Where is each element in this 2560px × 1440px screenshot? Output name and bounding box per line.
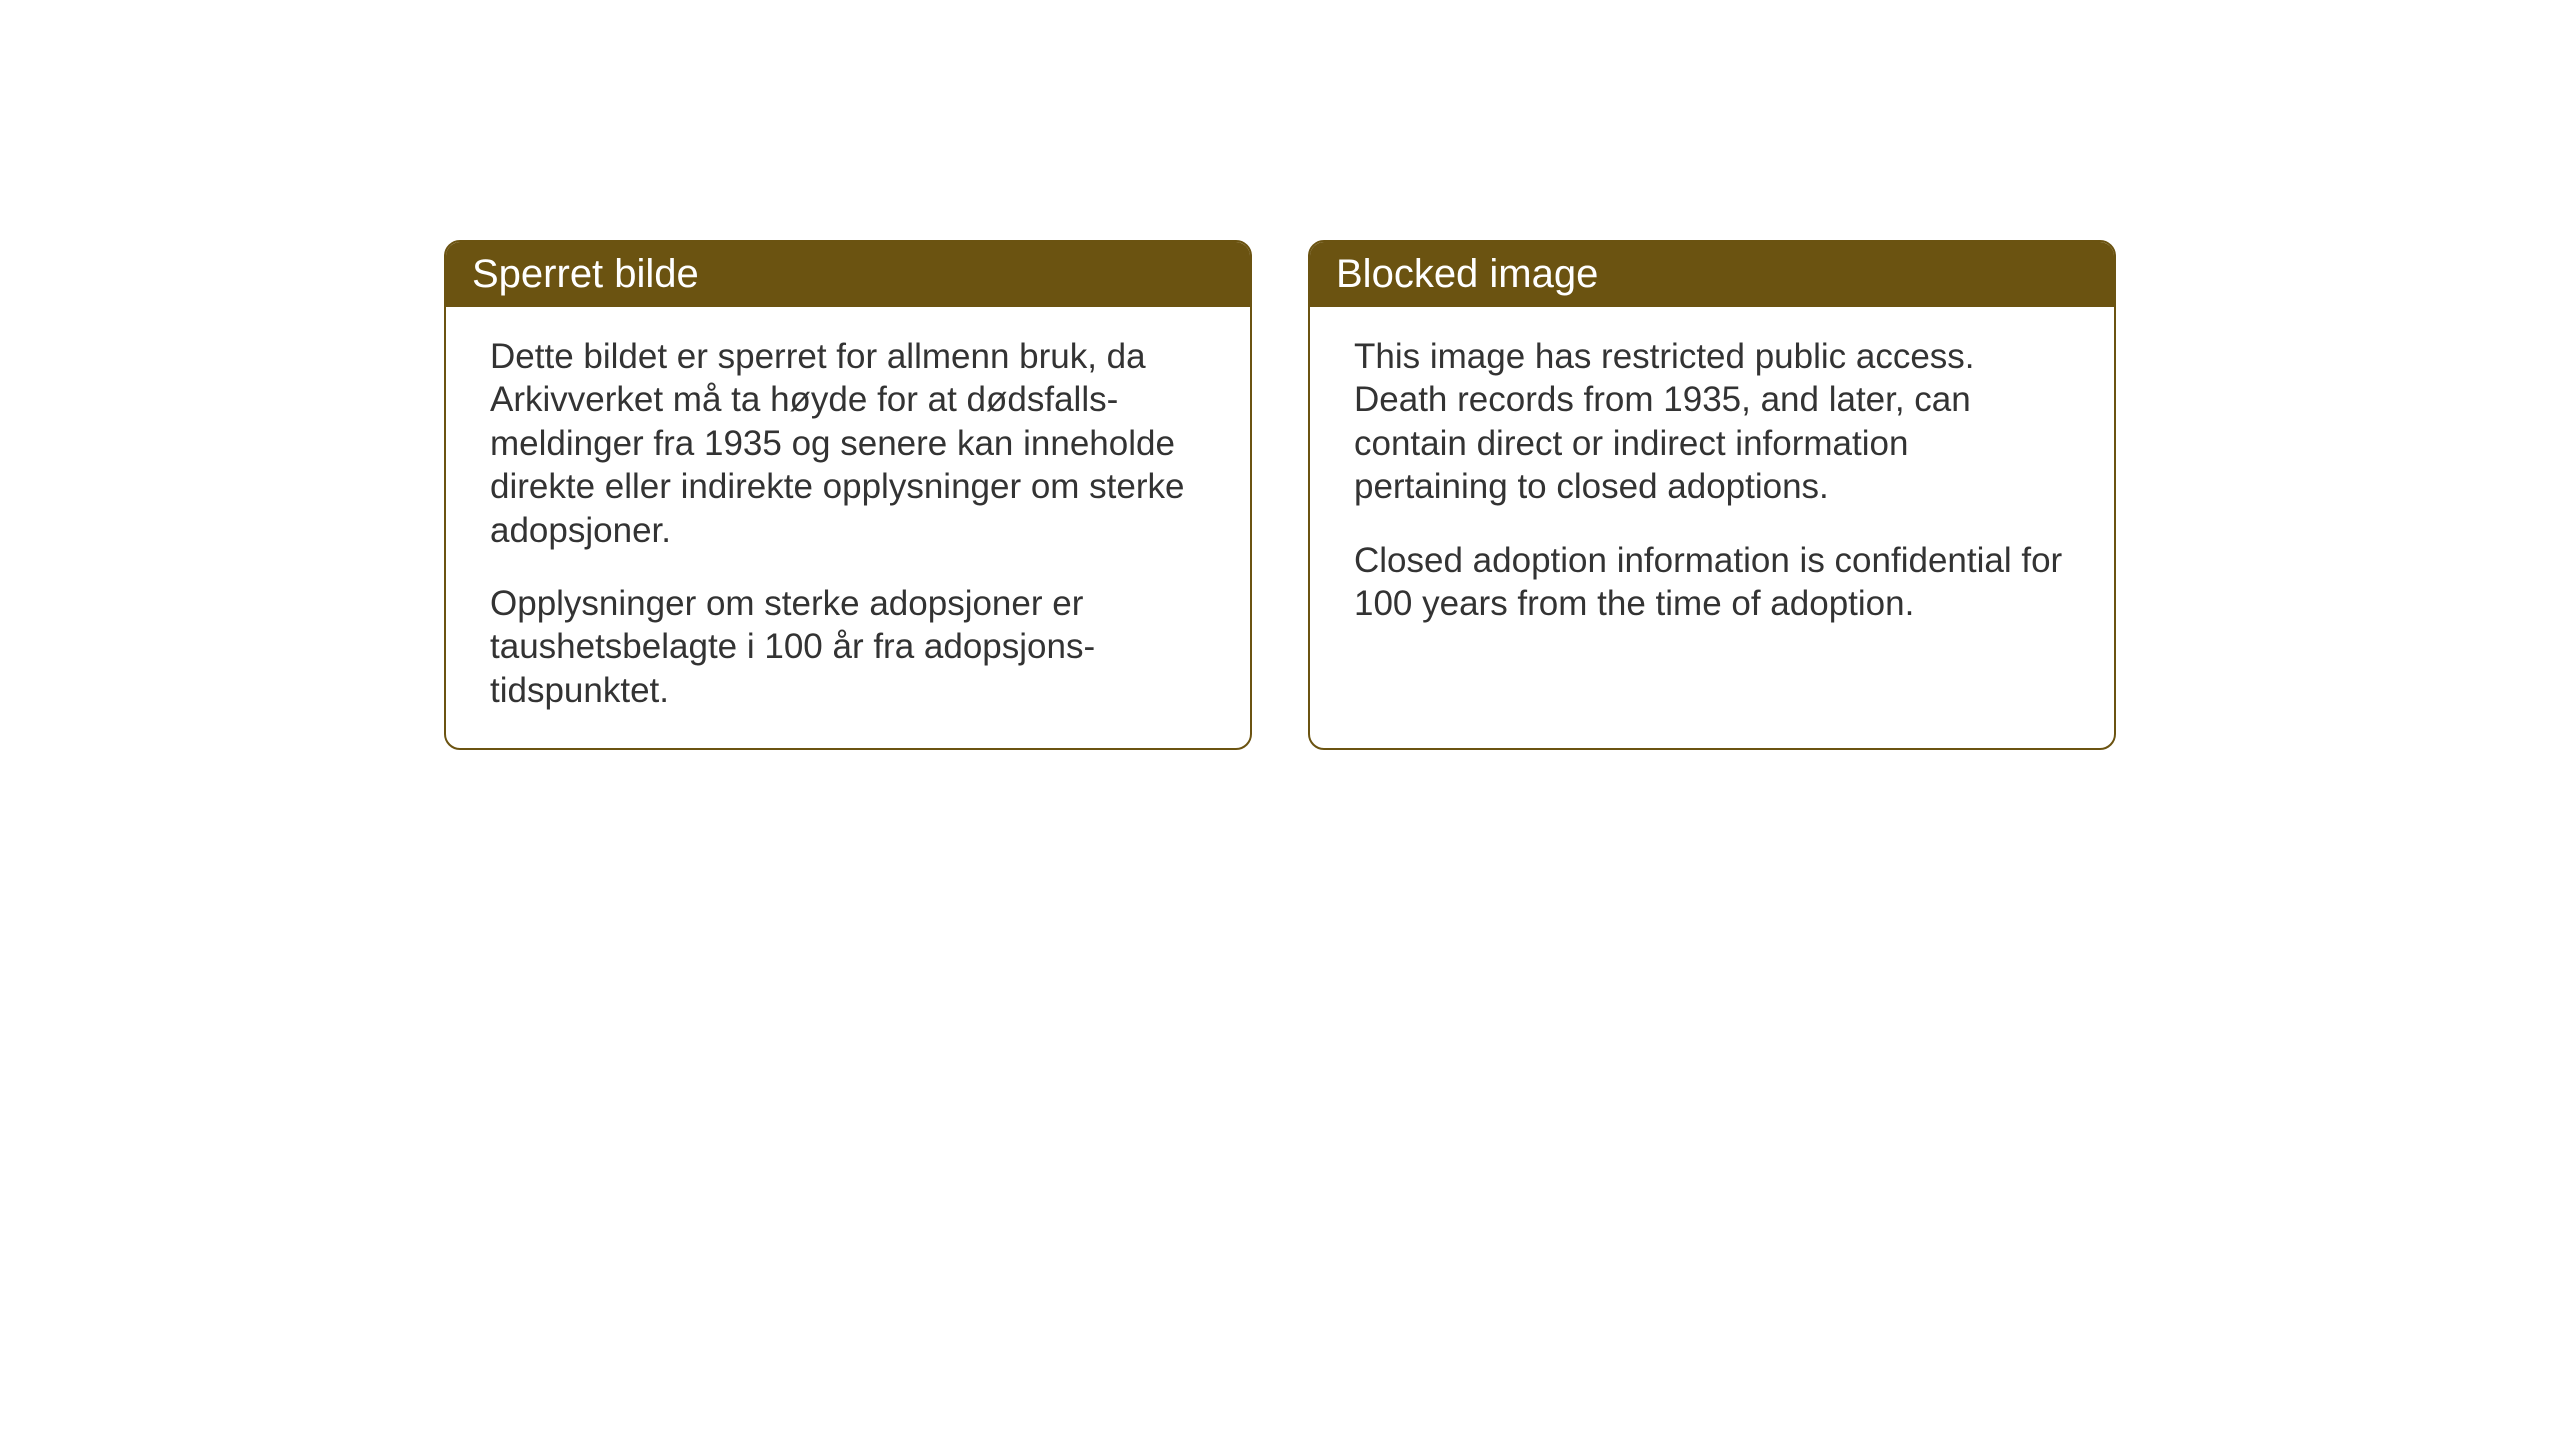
- english-card-header: Blocked image: [1310, 242, 2114, 307]
- english-paragraph-1: This image has restricted public access.…: [1354, 335, 2070, 509]
- norwegian-card: Sperret bilde Dette bildet er sperret fo…: [444, 240, 1252, 750]
- norwegian-paragraph-1: Dette bildet er sperret for allmenn bruk…: [490, 335, 1206, 552]
- norwegian-card-title: Sperret bilde: [472, 252, 699, 296]
- english-paragraph-2: Closed adoption information is confident…: [1354, 539, 2070, 626]
- notice-container: Sperret bilde Dette bildet er sperret fo…: [444, 240, 2116, 750]
- norwegian-card-header: Sperret bilde: [446, 242, 1250, 307]
- english-card-body: This image has restricted public access.…: [1310, 307, 2114, 661]
- norwegian-paragraph-2: Opplysninger om sterke adopsjoner er tau…: [490, 582, 1206, 712]
- english-card-title: Blocked image: [1336, 252, 1598, 296]
- norwegian-card-body: Dette bildet er sperret for allmenn bruk…: [446, 307, 1250, 748]
- english-card: Blocked image This image has restricted …: [1308, 240, 2116, 750]
